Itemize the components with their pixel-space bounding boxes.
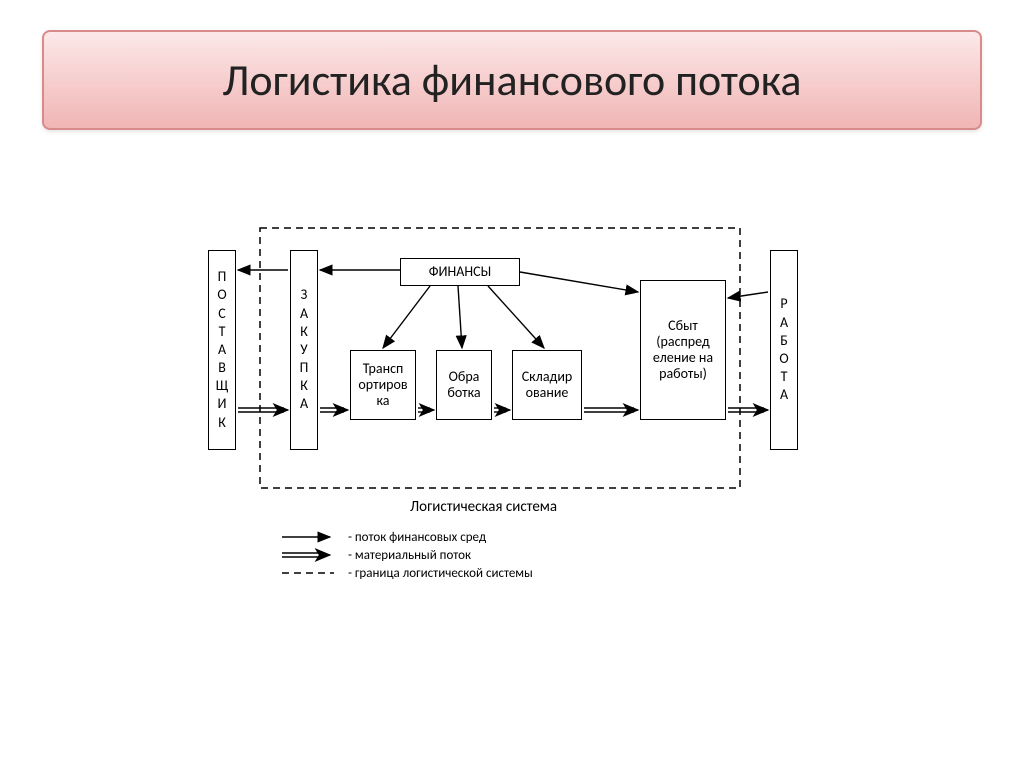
node-transport: Трансп ортиров ка — [350, 350, 416, 420]
page-title: Логистика финансового потока — [223, 53, 802, 107]
node-purchase: ЗАКУПКА — [290, 250, 318, 450]
legend-label: - материальный поток — [348, 548, 471, 563]
node-sales: Сбыт (распред еление на работы) — [640, 280, 726, 420]
node-storage: Складир ование — [512, 350, 582, 420]
node-processing: Обра ботка — [436, 350, 492, 420]
legend-label: - поток финансовых сред — [348, 530, 486, 545]
node-work: РАБОТА — [770, 250, 798, 450]
legend-row: - поток финансовых сред — [280, 528, 533, 546]
node-supplier: ПОСТАВЩИК — [208, 250, 236, 450]
logistics-diagram: РАБОТА Сбыт (распред еление на работы) Скл… — [200, 220, 824, 580]
diagram-legend: - поток финансовых сред - материальный по… — [280, 528, 533, 582]
node-finance: ФИНАНСЫ — [400, 258, 520, 286]
legend-row: - граница логистической системы — [280, 564, 533, 582]
legend-row: - материальный поток — [280, 546, 533, 564]
diagram-caption: Логистическая система — [410, 498, 557, 516]
legend-label: - граница логистической системы — [348, 566, 533, 581]
title-banner: Логистика финансового потока — [42, 30, 982, 130]
